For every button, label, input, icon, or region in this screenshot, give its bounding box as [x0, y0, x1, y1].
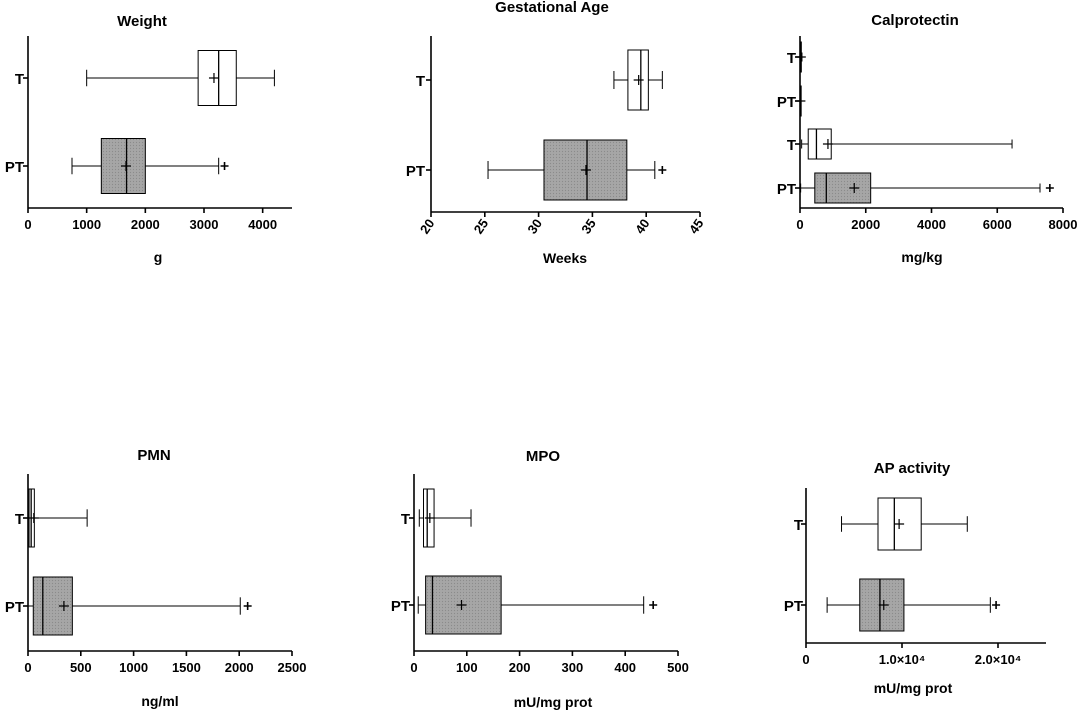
x-axis-label: mU/mg prot [514, 694, 593, 710]
outlier-marker [992, 601, 1001, 609]
plot-area: 20 25 30 35 40 45 T PT [406, 36, 707, 237]
plot-area: 0 1000 2000 3000 4000 T PT [5, 36, 292, 232]
mean-marker [795, 96, 806, 106]
x-tick-label: 4000 [248, 217, 277, 232]
chart-weight: Weight g 0 1000 2000 3000 4000 T PT [5, 13, 292, 265]
category-label: T [416, 73, 425, 90]
x-tick-label: 2000 [851, 217, 880, 232]
x-tick-label: 3000 [190, 217, 219, 232]
x-tick-label: 2000 [225, 660, 254, 675]
outlier-marker [220, 162, 229, 170]
outlier-marker [243, 602, 252, 610]
chart-title: Calprotectin [871, 12, 959, 29]
x-axis-label: Weeks [543, 250, 587, 266]
plot-area: 0 2000 4000 6000 8000 T PT T PT [777, 36, 1078, 232]
x-axis-label: g [154, 249, 163, 265]
chart-gestational-age: Gestational Age Weeks 20 25 30 35 40 45 T PT [406, 0, 707, 266]
x-axis-label: mU/mg prot [874, 680, 953, 696]
x-tick-label: 2.0×10⁴ [975, 652, 1022, 667]
x-tick-label: 100 [456, 660, 478, 675]
x-tick-label: 0 [410, 660, 417, 675]
x-axis-label: ng/ml [141, 693, 178, 709]
mean-marker [580, 165, 591, 175]
category-label: T [401, 511, 410, 528]
category-label: PT [5, 159, 24, 176]
x-tick-label: 1500 [172, 660, 201, 675]
x-tick-label: 25 [471, 216, 492, 236]
outlier-marker [658, 166, 667, 174]
x-tick-label: 2000 [131, 217, 160, 232]
x-tick-label: 500 [667, 660, 689, 675]
chart-calprotectin: Calprotectin mg/kg 0 2000 4000 6000 8000 T PT T… [777, 12, 1078, 265]
x-tick-label: 2500 [278, 660, 307, 675]
x-axis-label: mg/kg [901, 249, 942, 265]
chart-title: PMN [137, 447, 170, 464]
x-tick-label: 0 [24, 217, 31, 232]
category-label: PT [784, 598, 803, 615]
chart-pmn: PMN ng/ml 0 500 1000 1500 2000 2500 T PT [5, 447, 307, 709]
mean-marker [822, 139, 833, 149]
outlier-marker [649, 601, 658, 609]
x-tick-label: 45 [686, 216, 707, 236]
x-tick-label: 6000 [983, 217, 1012, 232]
chart-mpo: MPO mU/mg prot 0 100 200 300 400 500 T PT [391, 448, 689, 710]
mean-marker [456, 600, 467, 610]
x-tick-label: 30 [524, 216, 545, 236]
mean-marker [58, 601, 69, 611]
plot-area: 0 500 1000 1500 2000 2500 T PT [5, 474, 307, 675]
mean-marker [424, 513, 435, 523]
mean-marker [878, 600, 889, 610]
x-tick-label: 35 [578, 216, 599, 236]
x-tick-label: 300 [562, 660, 584, 675]
x-tick-label: 1000 [119, 660, 148, 675]
mean-marker [120, 161, 131, 171]
x-tick-label: 400 [614, 660, 636, 675]
mean-marker [849, 183, 860, 193]
mean-marker [28, 513, 39, 523]
category-label: T [787, 137, 796, 154]
x-tick-label: 1.0×10⁴ [879, 652, 926, 667]
category-label: PT [777, 181, 796, 198]
mean-marker [894, 519, 905, 529]
x-tick-label: 200 [509, 660, 531, 675]
chart-ap-activity: AP activity mU/mg prot 0 1.0×10⁴ 2.0×10⁴ T P… [784, 460, 1046, 696]
x-tick-label: 4000 [917, 217, 946, 232]
chart-title: MPO [526, 448, 561, 465]
chart-title: Gestational Age [495, 0, 609, 16]
category-label: PT [5, 599, 24, 616]
plot-area: 0 1.0×10⁴ 2.0×10⁴ T PT [784, 488, 1046, 667]
x-tick-label: 0 [24, 660, 31, 675]
x-tick-label: 0 [802, 652, 809, 667]
category-label: T [787, 50, 796, 67]
plot-area: 0 100 200 300 400 500 T PT [391, 474, 689, 675]
category-label: T [794, 517, 803, 534]
x-tick-label: 20 [417, 216, 438, 236]
mean-marker [208, 73, 219, 83]
x-tick-label: 0 [796, 217, 803, 232]
x-tick-label: 1000 [72, 217, 101, 232]
category-label: PT [406, 163, 425, 180]
box [814, 172, 872, 204]
mean-marker [795, 52, 806, 62]
chart-title: AP activity [874, 460, 951, 477]
category-label: PT [391, 598, 410, 615]
category-label: PT [777, 94, 796, 111]
x-tick-label: 8000 [1049, 217, 1078, 232]
x-tick-label: 500 [70, 660, 92, 675]
chart-title: Weight [117, 13, 167, 30]
category-label: T [15, 71, 24, 88]
category-label: T [15, 511, 24, 528]
mean-marker [633, 75, 644, 85]
outlier-marker [1045, 184, 1054, 192]
x-tick-label: 40 [632, 216, 653, 236]
